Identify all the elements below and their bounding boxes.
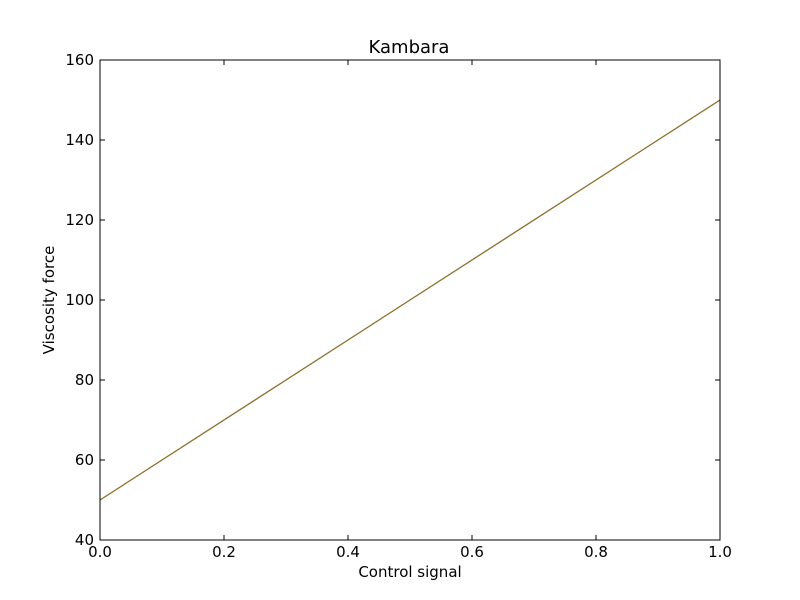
x-tick-label: 0.4 xyxy=(336,543,360,561)
x-axis-title: Control signal xyxy=(358,563,461,581)
y-tick-label: 60 xyxy=(75,451,94,469)
y-axis-title: Viscosity force xyxy=(40,246,58,355)
x-tick-label: 0.0 xyxy=(88,543,112,561)
x-tick-label: 0.6 xyxy=(460,543,484,561)
x-tick-label: 0.8 xyxy=(584,543,608,561)
y-tick-label: 140 xyxy=(65,131,94,149)
plot-frame xyxy=(99,59,721,541)
y-tick-label: 40 xyxy=(75,531,94,549)
chart-title: Kambara xyxy=(369,37,450,58)
y-tick-label: 100 xyxy=(65,291,94,309)
x-tick-label: 0.2 xyxy=(212,543,236,561)
ticks-layer: 0.0 0.2 0.4 0.6 0.8 1.0 40 60 80 100 120 140 160 xyxy=(65,51,732,561)
y-tick-label: 160 xyxy=(65,51,94,69)
x-tick-label: 1.0 xyxy=(708,543,732,561)
y-tick-label: 120 xyxy=(65,211,94,229)
series-layer xyxy=(99,99,721,501)
y-tick-label: 80 xyxy=(75,371,94,389)
series-line-1 xyxy=(99,99,721,501)
